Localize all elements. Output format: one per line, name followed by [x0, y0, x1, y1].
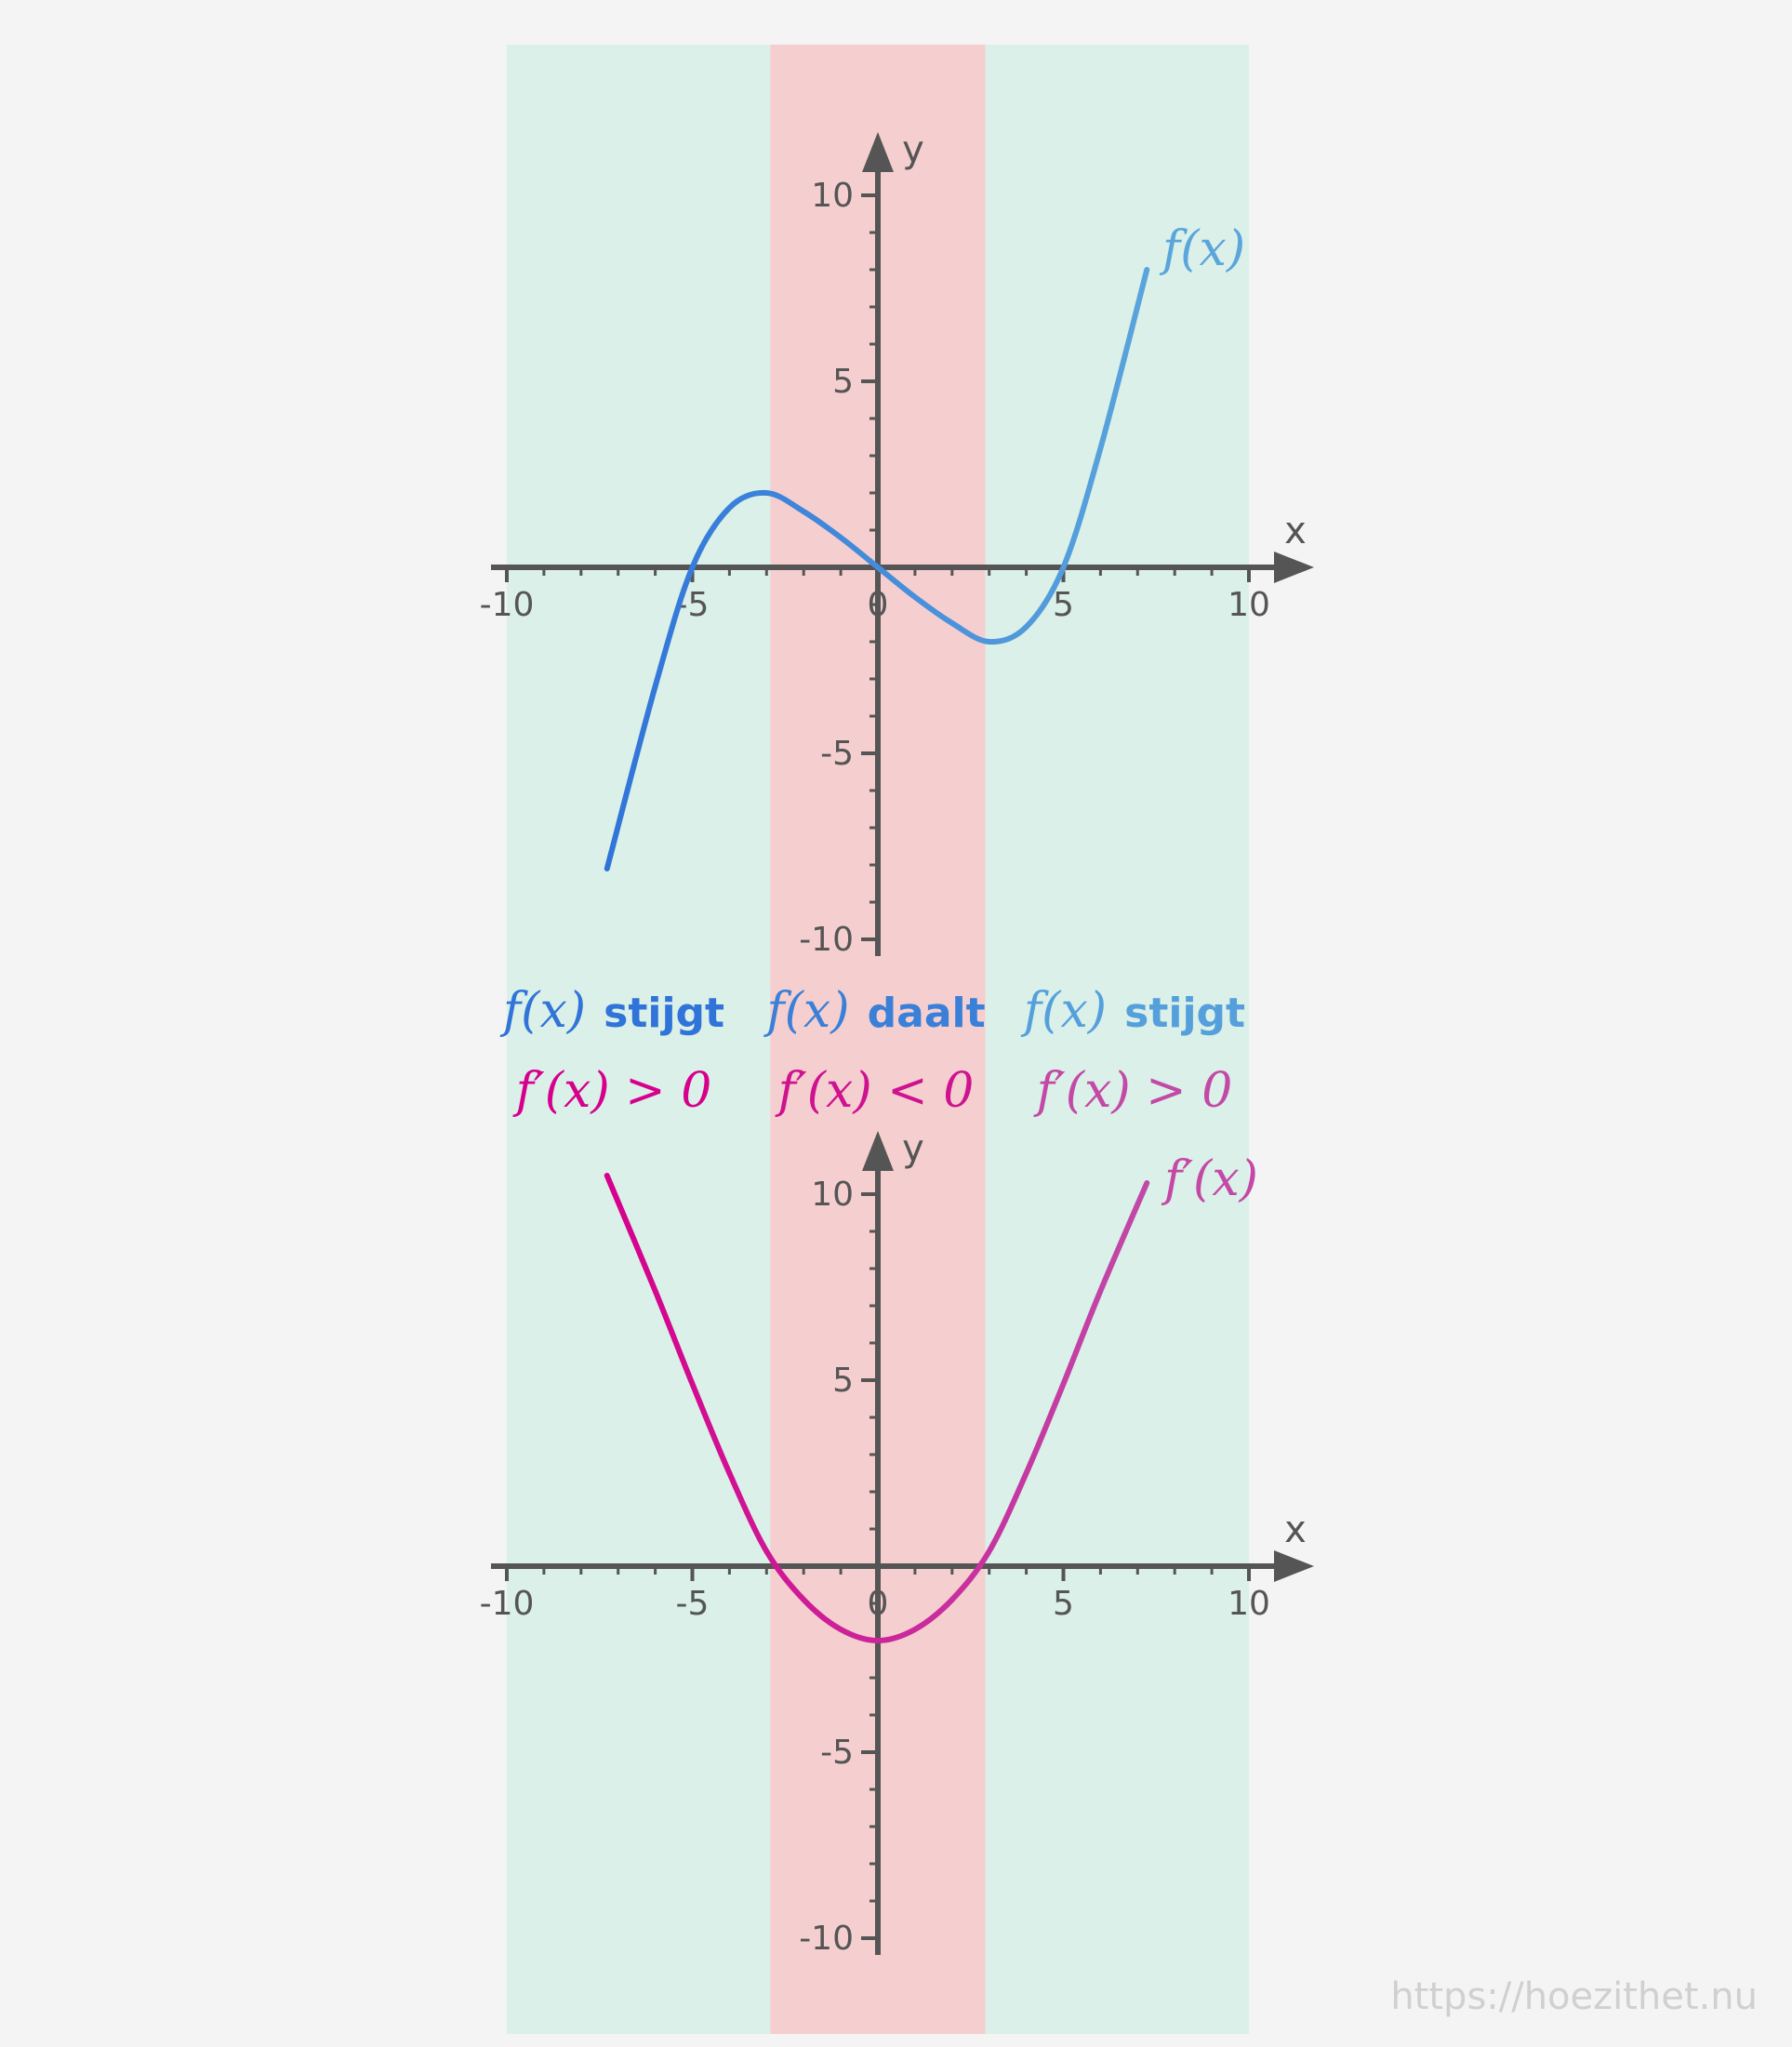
f-curve [604, 267, 1150, 871]
axes-fprime: -10 -5 0 5 10 -10 -5 5 10 x y [480, 1127, 1314, 1958]
region-increasing-3 [985, 45, 1249, 2034]
x-axis-arrow [1274, 552, 1314, 583]
y-tick-label: 5 [832, 1362, 854, 1400]
y-tick-label: -5 [820, 735, 854, 773]
x-tick-label: -10 [480, 1585, 535, 1623]
watermark: https://hoezithet.nu [1390, 1975, 1758, 2018]
y-axis-label: y [902, 128, 924, 171]
annotation-f-text-2: f(x) [763, 983, 849, 1039]
annotation-f-text-3: f(x) [1020, 983, 1107, 1039]
annotation-f-text-1: f(x) [499, 983, 586, 1039]
annotation-f-3: f(x) stijgt [1020, 983, 1245, 1039]
fprime-curve-label: f′(x) [1161, 1151, 1258, 1207]
y-tick-label: 10 [811, 1176, 854, 1214]
x-tick-label: 0 [868, 1585, 889, 1623]
annotation-word-2: daalt [868, 990, 986, 1037]
y-tick-label: -10 [799, 1920, 854, 1958]
annotation-deriv-2: f′(x) < 0 [775, 1063, 975, 1119]
plot-fprime: -10 -5 0 5 10 -10 -5 5 10 x y f′(x) [480, 1127, 1314, 1958]
x-axis-label: x [1284, 1509, 1307, 1551]
x-tick-label: -10 [480, 586, 535, 624]
annotation-word-1: stijgt [604, 990, 724, 1037]
interval-regions [507, 45, 1249, 2034]
fprime-curve [604, 1173, 1150, 1644]
y-tick-label: 5 [832, 363, 854, 401]
y-tick-label: -5 [820, 1734, 854, 1772]
y-axis-label: y [902, 1127, 924, 1170]
annotation-f-2: f(x) daalt [763, 983, 985, 1039]
x-tick-label: -5 [676, 1585, 710, 1623]
x-axis-arrow [1274, 1550, 1314, 1582]
x-tick-label: 10 [1228, 1585, 1270, 1623]
x-tick-label: 5 [1053, 586, 1074, 624]
x-tick-label: 10 [1228, 586, 1270, 624]
x-tick-label: 5 [1053, 1585, 1074, 1623]
annotation-deriv-1: f′(x) > 0 [512, 1063, 712, 1119]
y-tick-label: 10 [811, 177, 854, 215]
y-axis-arrow [862, 132, 894, 172]
f-curve-label: f(x) [1159, 221, 1245, 277]
annotation-word-3: stijgt [1124, 990, 1245, 1037]
x-axis-label: x [1284, 510, 1307, 552]
annotation-f-1: f(x) stijgt [499, 983, 724, 1039]
region-increasing-1 [507, 45, 771, 2034]
annotation-deriv-3: f′(x) > 0 [1033, 1063, 1233, 1119]
x-tick-label: 0 [868, 586, 889, 624]
y-axis-arrow [862, 1131, 894, 1171]
interval-annotations: f(x) stijgt f′(x) > 0 f(x) daalt f′(x) <… [499, 983, 1245, 1119]
y-tick-label: -10 [799, 921, 854, 959]
